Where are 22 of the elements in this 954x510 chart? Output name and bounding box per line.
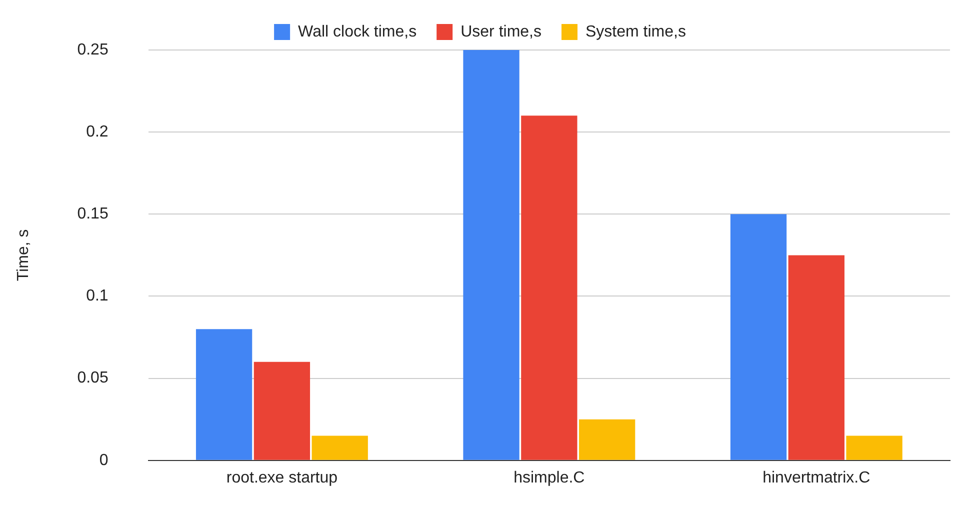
bar <box>730 214 787 460</box>
bar <box>196 329 252 460</box>
y-axis-title: Time, s <box>15 229 32 282</box>
legend-label: System time,s <box>585 23 686 40</box>
bar <box>312 436 368 460</box>
bar <box>788 255 844 460</box>
x-tick-label: root.exe startup <box>226 469 338 486</box>
bar <box>463 50 520 460</box>
y-tick-label: 0.1 <box>86 288 108 305</box>
legend-label: Wall clock time,s <box>298 23 417 40</box>
bar <box>846 436 902 460</box>
y-tick-label: 0.2 <box>86 123 108 140</box>
bar <box>521 116 578 460</box>
y-tick-label: 0 <box>99 452 108 469</box>
y-tick-label: 0.25 <box>77 41 108 58</box>
y-tick-label: 0.05 <box>77 370 108 387</box>
bar <box>254 362 310 460</box>
x-tick-label: hinvertmatrix.C <box>762 469 870 486</box>
x-tick-label: hsimple.C <box>514 469 585 486</box>
legend-label: User time,s <box>460 23 542 40</box>
y-tick-label: 0.15 <box>77 206 108 223</box>
bar <box>578 419 636 460</box>
